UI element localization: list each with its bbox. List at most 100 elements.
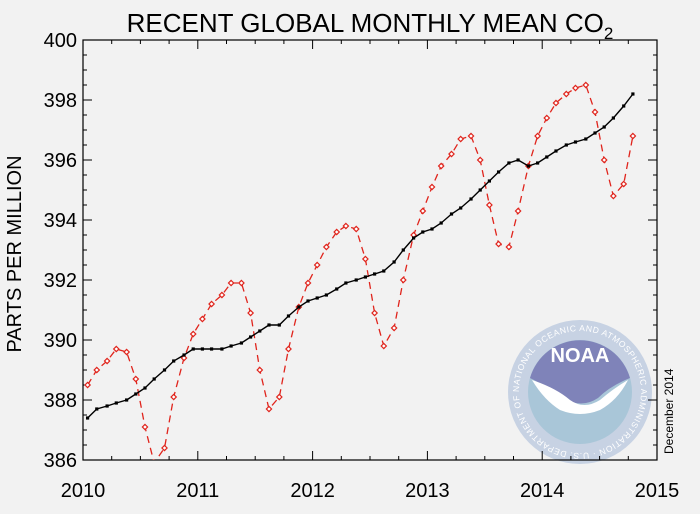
monthly-mean-point	[285, 345, 292, 353]
monthly-mean-point	[457, 135, 465, 143]
x-tick-label: 2014	[520, 480, 565, 502]
trend-point	[267, 323, 271, 327]
trend-point	[152, 377, 156, 381]
trend-point	[162, 368, 167, 372]
trend-point	[439, 221, 443, 225]
monthly-mean-point	[572, 84, 579, 92]
monthly-mean-point	[620, 180, 628, 188]
trend-point	[239, 341, 244, 345]
x-tick-label: 2010	[61, 480, 106, 502]
axes: 2010 2011 2012 2013 2014 2015 386 388 390 392 394 3…	[44, 30, 680, 502]
x-tick-label: 2011	[176, 480, 219, 502]
monthly-mean-point	[629, 132, 637, 140]
monthly-mean-point	[437, 162, 445, 170]
monthly-mean-point	[218, 291, 226, 299]
noaa-logo-bird	[532, 380, 628, 414]
trend-point	[315, 296, 319, 300]
trend-point	[297, 305, 301, 309]
noaa-logo-sky	[530, 340, 630, 404]
trend-point	[516, 158, 520, 162]
monthly-mean-point	[93, 366, 101, 374]
monthly-mean-point	[600, 156, 608, 164]
monthly-mean-point	[534, 132, 542, 140]
noaa-logo: NOAA NATIONAL OCEANIC AND ATMOSPHERIC AD…	[0, 0, 652, 464]
y-tick-label: 388	[44, 390, 77, 412]
trend-point	[430, 227, 434, 231]
monthly-mean-point	[237, 279, 245, 287]
monthly-mean-point	[103, 357, 111, 365]
monthly-mean-point	[514, 207, 522, 215]
trend-point	[412, 236, 416, 240]
noaa-logo-name: NOAA	[551, 345, 610, 367]
trend-point	[209, 347, 214, 351]
monthly-mean-point	[609, 192, 617, 200]
trend-point	[114, 401, 118, 405]
monthly-mean-point	[132, 375, 140, 383]
monthly-mean-point	[543, 114, 551, 122]
monthly-mean-point	[591, 108, 599, 116]
monthly-mean-point	[562, 90, 570, 98]
x-tick-label: 2015	[635, 480, 680, 502]
y-tick-label: 396	[44, 150, 77, 172]
trend-point	[611, 116, 615, 120]
monthly-mean-point	[189, 330, 197, 338]
monthly-mean-point	[265, 405, 273, 413]
trend-point	[584, 137, 588, 141]
trend-point	[125, 398, 129, 402]
trend-point	[496, 170, 501, 174]
monthly-mean-point	[495, 240, 503, 248]
y-tick-label: 392	[44, 270, 77, 292]
trend-point	[335, 287, 339, 291]
monthly-mean-point	[123, 348, 131, 356]
trend-point	[507, 161, 511, 165]
trend-point	[449, 212, 454, 216]
trend-point	[564, 143, 568, 147]
monthly-mean-point	[313, 261, 321, 269]
trend-point	[277, 323, 281, 327]
trend-point	[526, 164, 531, 168]
trend-point	[220, 347, 224, 351]
trend-point	[469, 197, 473, 201]
monthly-mean-point	[505, 243, 513, 251]
x-tick-label: 2012	[290, 480, 335, 502]
monthly-mean-point	[390, 324, 398, 332]
monthly-mean-point	[180, 354, 188, 362]
monthly-mean-point	[208, 300, 216, 308]
trend-point	[573, 140, 578, 144]
trend-point	[401, 248, 405, 252]
monthly-mean-point	[485, 201, 493, 209]
monthly-mean-point	[552, 99, 560, 107]
trend-point	[95, 407, 99, 411]
monthly-mean-point	[275, 393, 283, 401]
monthly-mean-point	[227, 279, 235, 287]
monthly-mean-point	[170, 393, 178, 401]
trend-point	[200, 347, 204, 351]
trend-point	[478, 188, 482, 192]
trend-point	[354, 278, 358, 282]
chart-title: RECENT GLOBAL MONTHLY MEAN CO2	[127, 8, 614, 43]
y-tick-label: 394	[44, 210, 77, 232]
trend-point	[554, 149, 558, 153]
x-tick-label: 2013	[405, 480, 450, 502]
series-layer	[84, 81, 637, 460]
monthly-mean-point	[256, 366, 264, 374]
trend-point	[372, 272, 377, 276]
trend-point	[622, 104, 626, 108]
monthly-mean-point	[582, 81, 590, 89]
monthly-mean-point	[153, 459, 155, 460]
monthly-mean-point	[476, 156, 484, 164]
trend-point	[143, 386, 147, 390]
trend-point	[363, 275, 368, 279]
monthly-mean-point	[380, 342, 388, 350]
trend-point	[382, 269, 386, 273]
monthly-mean-point	[361, 255, 369, 263]
trend-point	[85, 416, 90, 420]
monthly-mean-point	[467, 132, 475, 140]
trend-point	[324, 293, 328, 297]
monthly-mean-point	[247, 309, 255, 317]
trend-point	[344, 281, 348, 285]
monthly-mean-point	[333, 228, 341, 236]
monthly-mean-point	[198, 315, 206, 323]
trend-point	[229, 344, 233, 348]
monthly-mean-point	[352, 225, 360, 233]
